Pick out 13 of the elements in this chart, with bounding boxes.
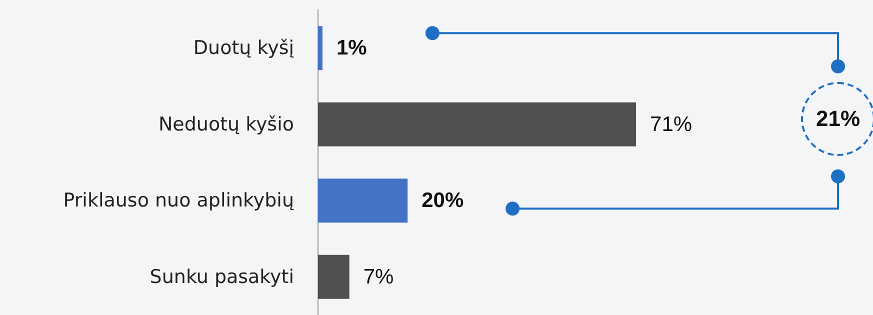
y-tick-label: Duotų kyšį — [193, 37, 294, 60]
y-tick-label: Sunku pasakyti — [150, 266, 294, 288]
data-label: 20% — [422, 189, 464, 212]
bar — [318, 178, 408, 223]
bar — [318, 102, 636, 146]
data-label: 1% — [336, 36, 368, 60]
bar — [318, 254, 350, 299]
text: 21% — [801, 82, 873, 156]
data-label: 7% — [363, 265, 394, 288]
bar — [318, 26, 322, 70]
data-label: 71% — [650, 112, 692, 136]
y-tick-label: Neduotų kyšio — [158, 113, 294, 136]
y-tick-label: Priklauso nuo aplinkybių — [63, 190, 294, 212]
